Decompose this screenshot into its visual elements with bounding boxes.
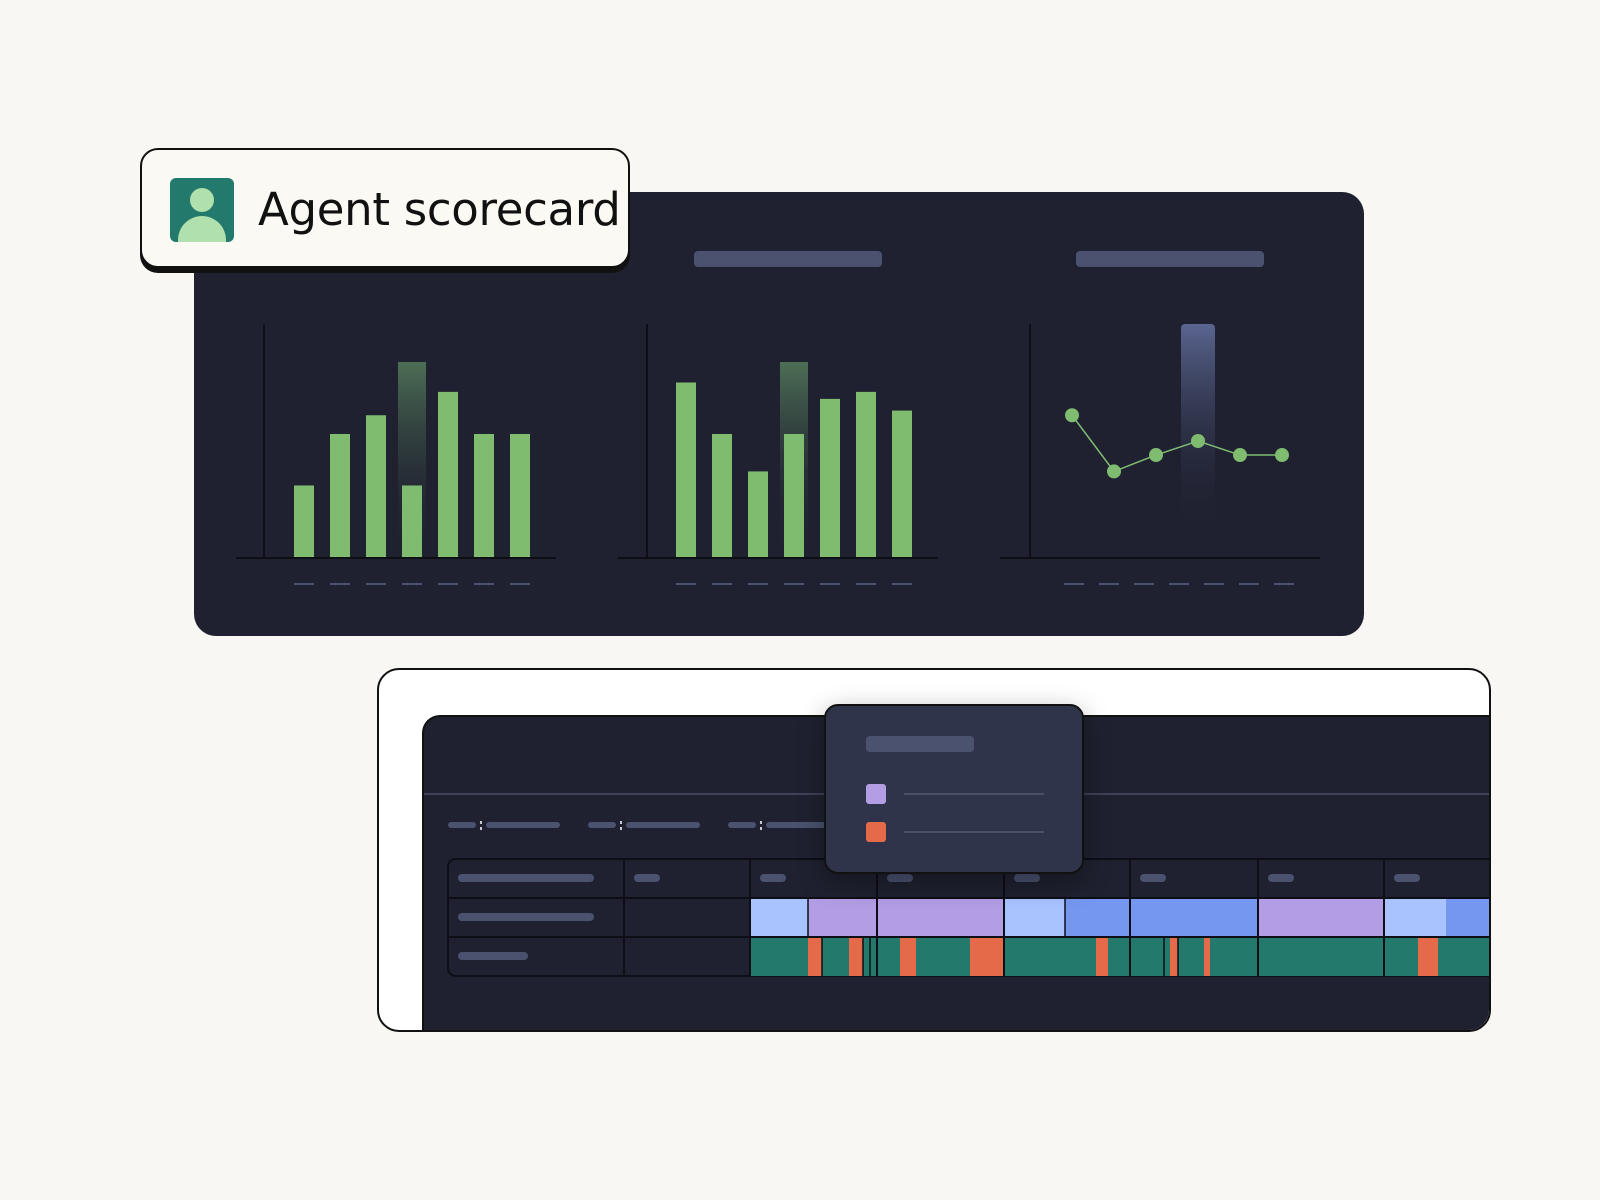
point-2: [1107, 464, 1121, 479]
point-6: [1275, 448, 1289, 463]
avatar-body: [178, 216, 226, 242]
event-marker: [1204, 937, 1210, 976]
filter-chip-3: [728, 821, 840, 830]
column-header-placeholder: [887, 874, 913, 882]
chart-title-placeholder-3: [1076, 251, 1264, 267]
bar-7: [892, 410, 912, 557]
highlight-column: [1181, 324, 1215, 534]
event-marker: [1170, 937, 1178, 976]
line-series: [1071, 414, 1282, 473]
legend-swatch-orange: [866, 822, 886, 842]
legend-line-2: [904, 831, 1044, 833]
column-header-placeholder: [760, 874, 786, 882]
chart-2: [618, 324, 938, 585]
legend-tooltip: [824, 704, 1084, 874]
chart-1: [236, 324, 556, 585]
bar-6: [474, 433, 494, 557]
filter-colon: [480, 827, 482, 830]
timeline-segment: [1065, 898, 1130, 937]
filter-colon: [620, 821, 622, 824]
filter-colon: [760, 821, 762, 824]
bar-2: [712, 433, 732, 557]
filter-chip-1: [448, 821, 560, 830]
event-marker: [900, 937, 916, 976]
chart-3: [1000, 324, 1320, 585]
tooltip-title-placeholder: [866, 736, 974, 752]
filter-label-placeholder: [588, 822, 616, 828]
point-1: [1065, 408, 1079, 423]
legend-line-1: [904, 793, 1044, 795]
bar-2: [330, 433, 350, 557]
point-5: [1233, 448, 1247, 463]
column-header-placeholder: [1268, 874, 1294, 882]
bar-7: [510, 433, 530, 557]
bar-4: [784, 433, 804, 557]
bar-1: [294, 485, 314, 557]
timeline-segment: [1130, 898, 1258, 937]
filter-label-placeholder: [448, 822, 476, 828]
bar-5: [820, 398, 840, 557]
column-header-placeholder: [1140, 874, 1166, 882]
filter-colon: [620, 827, 622, 830]
scorecard-header: Agent scorecard: [140, 148, 630, 268]
filter-value-placeholder: [766, 822, 840, 828]
timeline-segment: [1004, 898, 1065, 937]
filter-colon: [760, 827, 762, 830]
timeline-segment: [750, 898, 808, 937]
event-marker: [970, 937, 1004, 976]
event-marker: [849, 937, 863, 976]
bar-3: [748, 471, 768, 557]
row-label-placeholder: [458, 952, 528, 960]
row-label-placeholder: [458, 913, 594, 921]
filter-value-placeholder: [626, 822, 700, 828]
bar-6: [856, 391, 876, 557]
column-header-placeholder: [634, 874, 660, 882]
chart-title-placeholder-2: [694, 251, 882, 267]
point-3: [1149, 448, 1163, 463]
column-header-placeholder: [1394, 874, 1420, 882]
filter-label-placeholder: [728, 822, 756, 828]
bar-3: [366, 415, 386, 557]
filter-value-placeholder: [486, 822, 560, 828]
filter-chip-2: [588, 821, 700, 830]
timeline-segment: [1446, 898, 1489, 937]
timeline-table: [447, 858, 1489, 977]
timeline-segment: [1258, 898, 1384, 937]
event-marker: [1096, 937, 1108, 976]
bar-1: [676, 382, 696, 557]
timeline-grid: [424, 793, 1489, 977]
timeline-segment: [877, 898, 1004, 937]
event-marker: [1418, 937, 1438, 976]
column-header-placeholder: [1014, 874, 1040, 882]
timeline-segment: [808, 898, 877, 937]
scorecard-title: Agent scorecard: [258, 183, 621, 236]
event-marker: [808, 937, 822, 976]
filter-colon: [480, 821, 482, 824]
user-avatar-icon: [170, 178, 234, 242]
bar-4: [402, 485, 422, 557]
column-header-placeholder: [458, 874, 594, 882]
timeline-segment: [1384, 898, 1446, 937]
legend-swatch-purple: [866, 784, 886, 804]
timeline-segment: [750, 937, 1489, 976]
bar-5: [438, 391, 458, 557]
point-4: [1191, 434, 1205, 448]
charts-area: [236, 324, 1320, 585]
avatar-head: [190, 188, 214, 212]
